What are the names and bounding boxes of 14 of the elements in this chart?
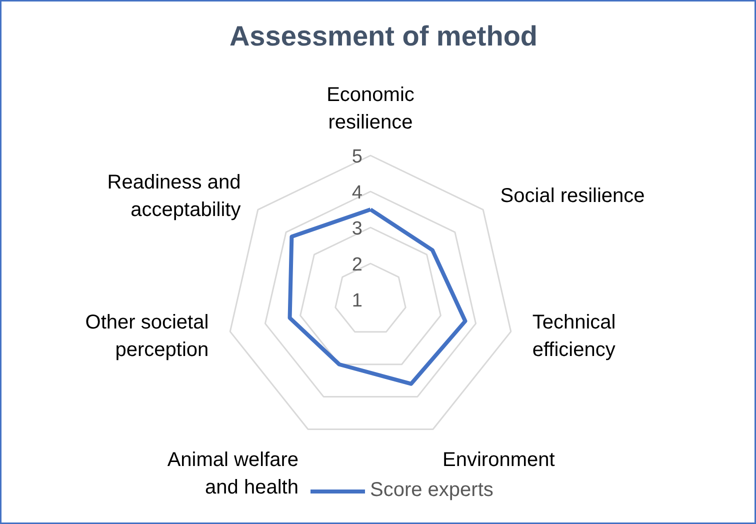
spoke-label: Animal welfare and health [167, 449, 298, 499]
spoke-label: Other societal perception [85, 312, 209, 362]
spoke-label: Economic resilience [326, 84, 414, 134]
spoke-label: Readiness and acceptability [107, 171, 241, 221]
y-tick-label: 1 [352, 290, 363, 312]
spoke-label: Technical efficiency [532, 312, 616, 362]
y-tick-label: 2 [352, 254, 363, 276]
spoke-label: Social resilience [500, 185, 645, 207]
chart-title: Assessment of method [229, 20, 538, 52]
y-tick-label: 4 [352, 182, 363, 204]
y-tick-label: 3 [352, 218, 363, 240]
spoke-label: Environment [442, 449, 556, 472]
y-tick-label: 5 [352, 146, 363, 168]
legend-label: Score experts [370, 479, 494, 502]
